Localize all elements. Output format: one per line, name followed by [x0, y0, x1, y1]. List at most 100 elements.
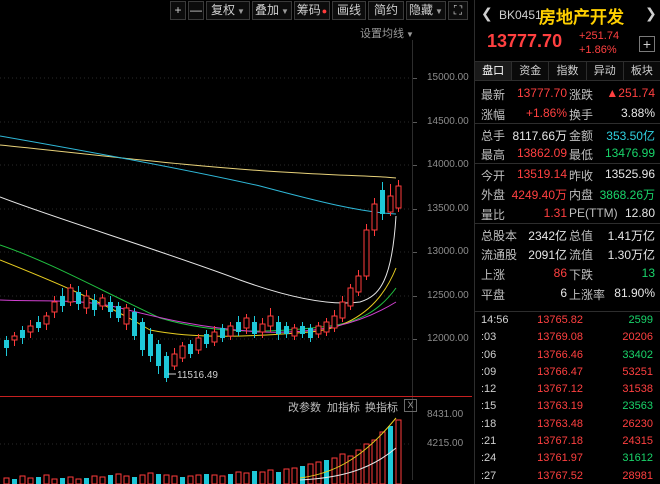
add-watchlist-button[interactable]: + — [639, 36, 655, 52]
stat-value: 3868.26万 — [599, 188, 655, 202]
brief-label: 简约 — [373, 3, 398, 17]
tick-row: :09 13766.47 53251 — [475, 364, 660, 381]
volume-chart[interactable] — [0, 414, 412, 484]
tick-row: :03 13769.08 20206 — [475, 329, 660, 346]
stat-value: 353.50亿 — [606, 129, 655, 143]
low-price-label: 11516.49 — [177, 370, 218, 381]
zoom-in-button[interactable]: + — [170, 1, 186, 20]
candle-body — [284, 326, 289, 334]
stat-label: 流通股 — [481, 248, 518, 262]
indicator-bar: 改参数 加指标 换指标 X — [0, 396, 472, 414]
stat-value: 8117.66万 — [512, 129, 568, 143]
y-tick-label: 14500.00 — [427, 116, 469, 127]
tab-sector[interactable]: 板块 — [623, 62, 660, 80]
zoom-out-button[interactable]: — — [188, 1, 204, 20]
stat-value: 2342亿 — [528, 229, 567, 243]
candle-body — [123, 307, 130, 325]
stat-value: 86 — [553, 266, 567, 280]
candle-body — [51, 301, 58, 313]
add-indicator-link[interactable]: 加指标 — [327, 402, 360, 414]
tick-mark — [413, 165, 417, 166]
stat-label: PE(TTM) — [569, 206, 618, 220]
tick-mark — [413, 209, 417, 210]
stat-row: 平盘 6 上涨率 81.90% — [475, 283, 660, 303]
candle-body — [179, 345, 186, 359]
tick-amount: 31612 — [622, 452, 653, 465]
stat-label: 最新 — [481, 88, 506, 102]
adjust-label: 复权 — [211, 3, 236, 17]
tick-row: 14:56 13765.82 2599 — [475, 312, 660, 329]
volume-bar — [300, 466, 305, 484]
stat-label: 今开 — [481, 169, 506, 183]
tick-row: :24 13761.97 31612 — [475, 450, 660, 467]
vol-ma-white-line — [299, 447, 397, 481]
chevron-down-icon: ▼ — [435, 7, 443, 16]
volume-bar — [115, 473, 122, 484]
adjust-dropdown[interactable]: 复权 ▼ — [206, 1, 250, 20]
hide-dropdown[interactable]: 隐藏 ▼ — [406, 1, 446, 20]
volume-bar — [339, 453, 346, 484]
tick-row: :06 13766.46 33402 — [475, 347, 660, 364]
quote-tabs: 盘口 资金 指数 异动 板块 — [475, 61, 660, 81]
candle-body — [339, 301, 346, 319]
candle-body — [267, 315, 274, 327]
stat-label: 外盘 — [481, 188, 506, 202]
tab-funds[interactable]: 资金 — [512, 62, 550, 80]
tick-price: 13765.82 — [537, 314, 583, 326]
switch-indicator-link[interactable]: 换指标 — [365, 402, 398, 414]
candle-body — [220, 328, 225, 338]
brief-button[interactable]: 简约 — [368, 1, 404, 20]
change-params-link[interactable]: 改参数 — [288, 402, 321, 414]
tick-price: 13766.46 — [537, 348, 583, 361]
volume-bar — [259, 471, 266, 484]
zoom-out-label: — — [190, 3, 202, 17]
overlay-dropdown[interactable]: 叠加 ▼ — [252, 1, 292, 20]
draw-line-button[interactable]: 画线 — [332, 1, 366, 20]
tick-time: 14:56 — [481, 314, 509, 326]
close-indicator-button[interactable]: X — [404, 399, 417, 412]
volume-bar — [67, 476, 74, 484]
volume-bar — [235, 471, 242, 484]
chevron-down-icon: ▼ — [281, 7, 289, 16]
volume-bar — [19, 475, 26, 484]
tick-price: 13766.47 — [537, 365, 583, 378]
volume-bar — [331, 457, 338, 484]
ma-setting-dropdown[interactable]: 设置均线 ▼ — [360, 25, 414, 41]
volume-bar — [276, 472, 281, 484]
stat-row: 今开 13519.14 昨收 13525.96 — [475, 163, 660, 183]
candle-body — [60, 296, 65, 306]
tick-time: :21 — [481, 435, 497, 448]
overlay-label: 叠加 — [255, 3, 280, 17]
tab-orderbook[interactable]: 盘口 — [475, 62, 513, 80]
stat-value: 6 — [560, 286, 567, 300]
quote-header: ❮ BK0451 房地产开发 ❯ — [475, 0, 660, 28]
volume-bar — [27, 477, 34, 484]
candlestick-chart[interactable]: 11516.49 — [0, 40, 420, 390]
volume-bar — [204, 474, 209, 484]
stat-row: 总股本 2342亿 总值 1.41万亿 — [475, 223, 660, 243]
chips-button[interactable]: 筹码● — [294, 1, 330, 20]
chevron-right-icon[interactable]: ❯ — [645, 5, 657, 21]
candle-body — [132, 312, 137, 336]
tab-movement[interactable]: 异动 — [586, 62, 624, 80]
candle-body — [36, 322, 41, 328]
volume-bar — [3, 477, 10, 484]
tick-price: 13763.48 — [537, 417, 583, 430]
volume-bar — [75, 478, 82, 484]
tab-index[interactable]: 指数 — [549, 62, 587, 80]
stat-row: 上涨 86 下跌 13 — [475, 263, 660, 283]
tick-price: 13761.97 — [537, 452, 583, 465]
candle-body — [148, 334, 153, 356]
fullscreen-button[interactable]: ⛶ — [448, 1, 468, 20]
stat-label: 上涨 — [481, 268, 506, 282]
volume-bar — [108, 475, 113, 484]
candle-body — [236, 322, 241, 332]
tick-mark — [413, 296, 417, 297]
sector-name: 房地产开发 — [539, 8, 624, 27]
candle-body — [355, 275, 362, 293]
y-tick-label: 12000.00 — [427, 333, 469, 344]
tick-row: :27 13767.52 28981 — [475, 468, 660, 484]
candle-body — [323, 321, 330, 333]
ma-white-line — [0, 196, 397, 304]
chevron-left-icon[interactable]: ❮ — [481, 5, 493, 21]
